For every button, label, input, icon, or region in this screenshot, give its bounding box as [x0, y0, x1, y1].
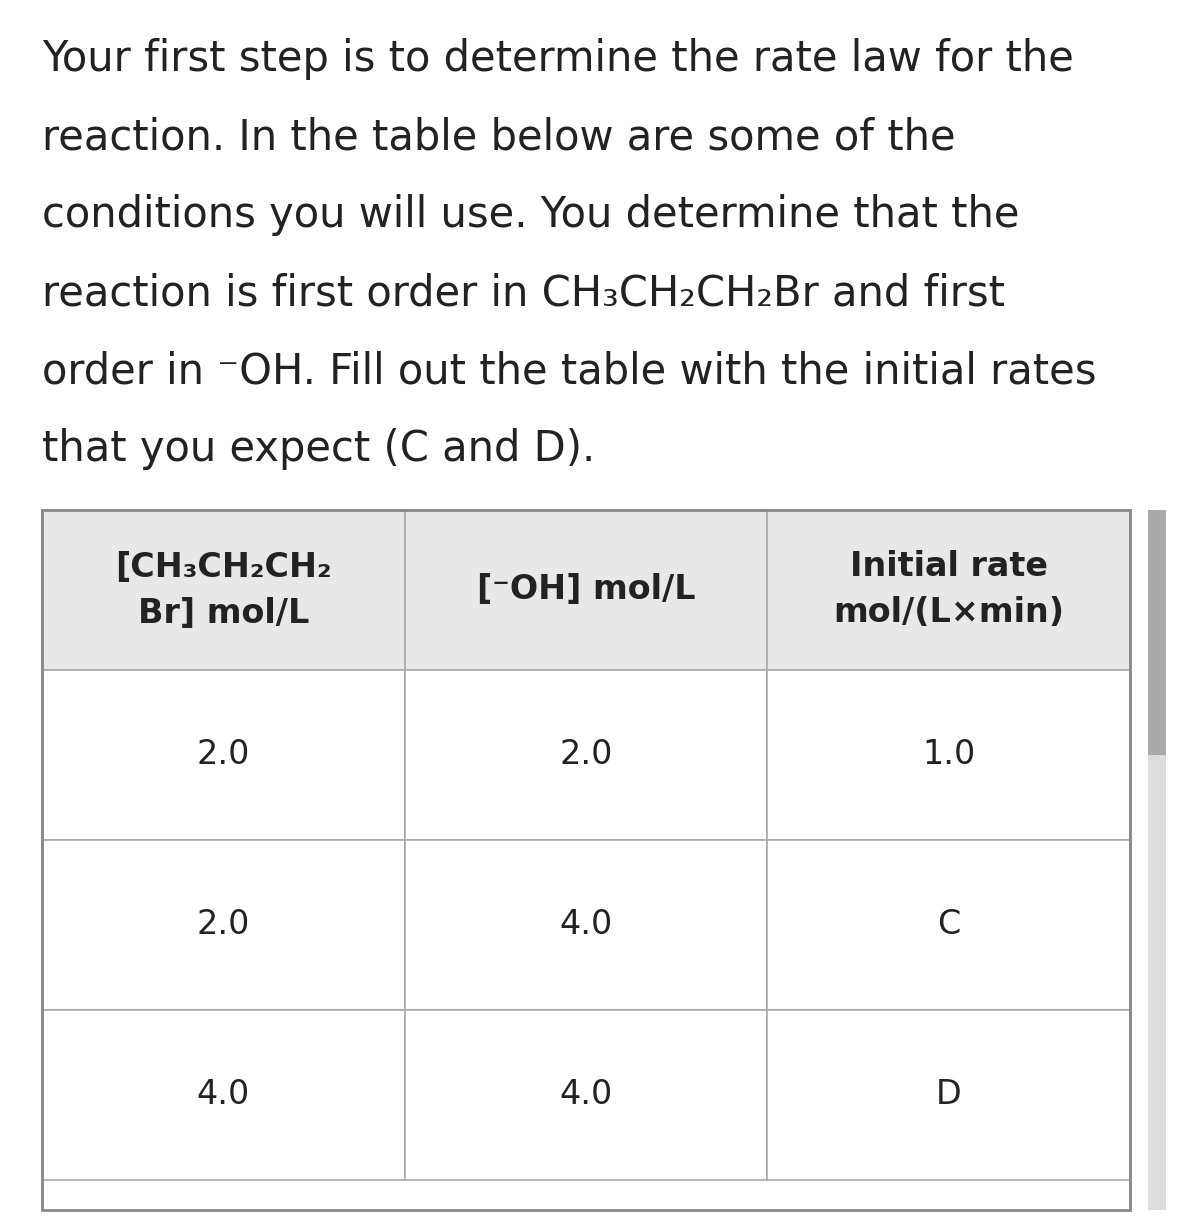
Bar — [404, 510, 767, 670]
Text: [CH₃CH₂CH₂
Br] mol/L: [CH₃CH₂CH₂ Br] mol/L — [115, 551, 331, 629]
Bar — [767, 510, 1130, 670]
Bar — [404, 1010, 767, 1180]
Text: 2.0: 2.0 — [559, 738, 613, 771]
Text: Initial rate
mol/(L×min): Initial rate mol/(L×min) — [833, 551, 1064, 629]
Text: conditions you will use. You determine that the: conditions you will use. You determine t… — [42, 193, 1020, 236]
Bar — [42, 840, 404, 1010]
Text: Your first step is to determine the rate law for the: Your first step is to determine the rate… — [42, 38, 1074, 80]
Text: C: C — [937, 908, 960, 941]
Bar — [42, 1010, 404, 1180]
Text: 4.0: 4.0 — [197, 1078, 250, 1111]
Text: 1.0: 1.0 — [922, 738, 976, 771]
Bar — [42, 510, 1130, 1211]
Bar — [42, 510, 404, 670]
Bar — [404, 670, 767, 840]
Text: D: D — [936, 1078, 961, 1111]
Bar — [767, 840, 1130, 1010]
Bar — [1148, 510, 1166, 1211]
Bar — [767, 670, 1130, 840]
Text: 4.0: 4.0 — [559, 1078, 613, 1111]
Bar — [1148, 510, 1166, 755]
Text: that you expect (C and D).: that you expect (C and D). — [42, 428, 595, 470]
Text: 4.0: 4.0 — [559, 908, 613, 941]
Text: reaction is first order in CH₃CH₂CH₂Br and first: reaction is first order in CH₃CH₂CH₂Br a… — [42, 272, 1006, 315]
Text: 2.0: 2.0 — [197, 908, 250, 941]
Bar — [42, 670, 404, 840]
Bar — [767, 1010, 1130, 1180]
Bar — [404, 840, 767, 1010]
Text: order in ⁻OH. Fill out the table with the initial rates: order in ⁻OH. Fill out the table with th… — [42, 350, 1097, 392]
Text: reaction. In the table below are some of the: reaction. In the table below are some of… — [42, 116, 955, 158]
Text: 2.0: 2.0 — [197, 738, 250, 771]
Text: [⁻OH] mol/L: [⁻OH] mol/L — [476, 574, 695, 607]
